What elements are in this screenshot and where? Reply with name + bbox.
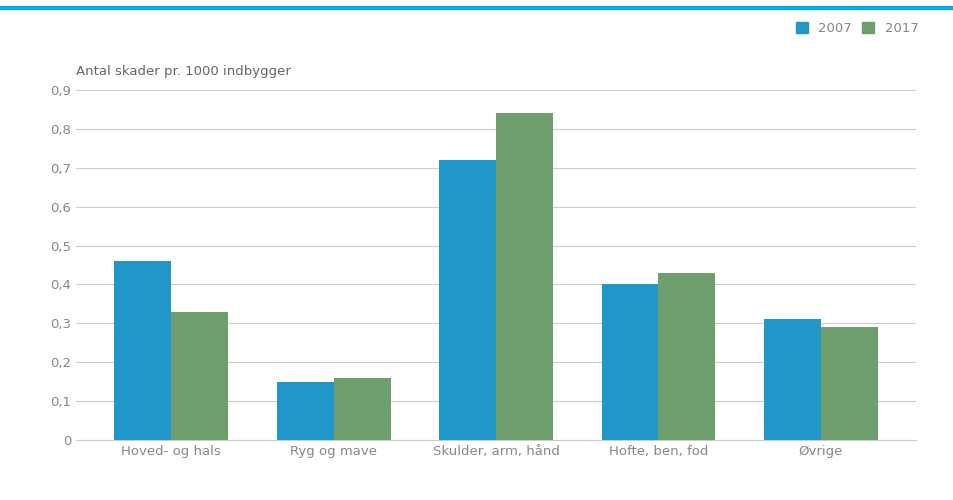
Bar bbox=[172, 312, 228, 440]
Bar bbox=[658, 273, 715, 440]
Bar bbox=[334, 378, 390, 440]
Bar bbox=[763, 320, 820, 440]
Text: Antal skader pr. 1000 indbygger: Antal skader pr. 1000 indbygger bbox=[76, 64, 291, 78]
Bar bbox=[601, 284, 658, 440]
Bar bbox=[114, 261, 172, 440]
Legend: 2007, 2017: 2007, 2017 bbox=[795, 22, 918, 35]
Bar bbox=[276, 382, 334, 440]
Bar bbox=[496, 114, 553, 440]
Bar bbox=[438, 160, 496, 440]
Bar bbox=[820, 327, 877, 440]
